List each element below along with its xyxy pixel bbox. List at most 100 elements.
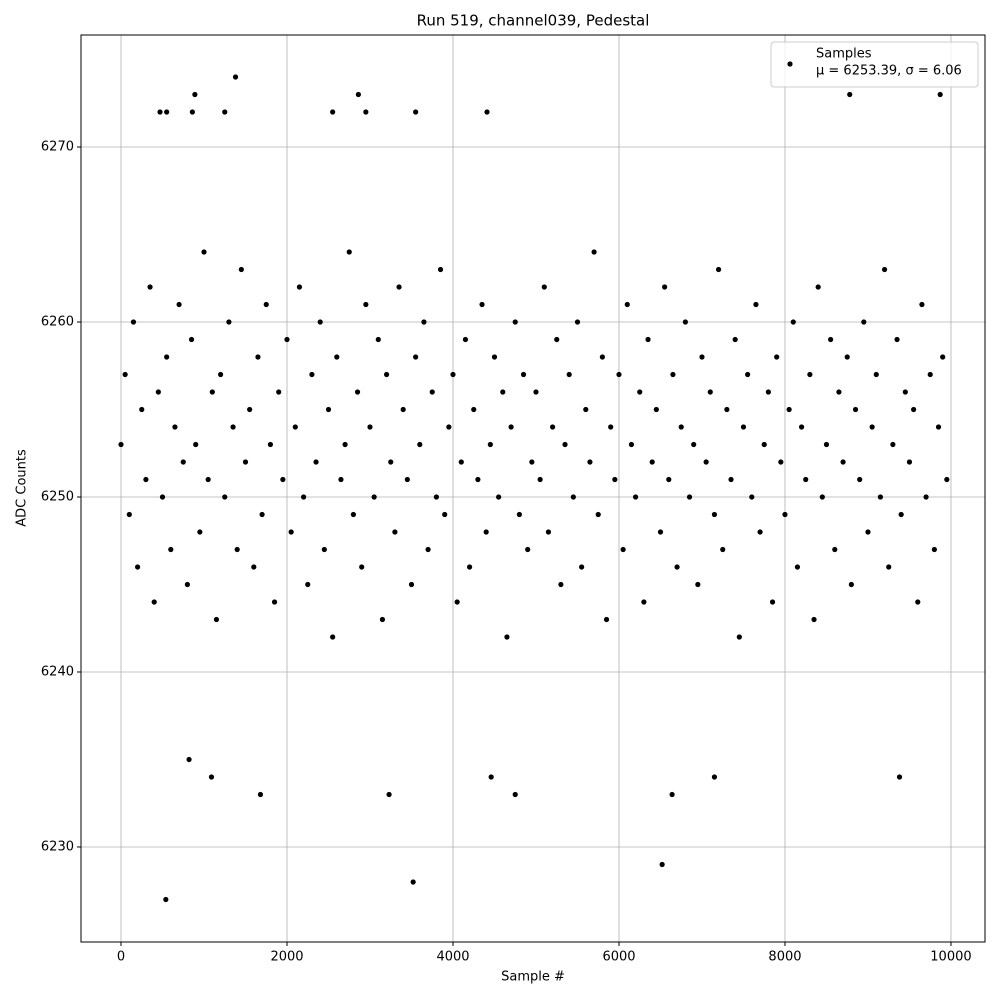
point [284,336,290,343]
point [383,371,390,378]
point [168,546,174,553]
point [599,354,605,360]
point [765,389,771,395]
point [869,424,875,430]
point [126,511,132,518]
point [794,564,801,570]
point [616,371,622,378]
point [213,616,220,623]
point [263,301,269,308]
point [342,441,348,448]
point [720,546,726,553]
point [669,791,675,798]
point [491,354,498,360]
point [164,109,170,115]
point [130,319,137,325]
point [222,109,228,115]
point [691,441,697,448]
point [484,109,490,115]
point [189,109,195,115]
point [711,774,718,780]
legend-label: Samples [816,47,872,62]
point [454,599,460,605]
point [657,529,664,535]
point [749,494,755,500]
point [823,441,830,448]
point [774,354,780,360]
point [937,91,943,98]
point [890,441,896,448]
legend-note: μ = 6253.39, σ = 6.06 [816,64,962,79]
point [350,511,356,518]
point [201,249,207,255]
point [637,389,643,395]
point [877,494,884,500]
point [549,424,556,430]
point [135,564,141,570]
point [386,791,392,798]
point [479,301,485,308]
point [205,476,211,483]
point [271,599,278,605]
point [309,371,315,378]
point [753,301,759,308]
y-tick-label: 6250 [41,489,74,504]
x-tick-label: 4000 [436,950,469,965]
point [388,459,394,465]
point [180,459,186,465]
point [832,546,838,553]
plot-frame [80,34,986,943]
point [483,529,489,535]
point [848,581,854,588]
point [334,354,340,360]
point [894,336,900,343]
point [927,371,933,378]
point [595,511,601,518]
point [446,424,452,430]
point [458,459,464,465]
legend-marker [787,61,793,67]
point [811,616,817,623]
x-tick-label: 6000 [602,950,635,965]
point [632,494,639,500]
point [819,494,825,500]
point [786,406,792,413]
point [740,424,747,430]
point [898,511,904,518]
point [404,476,410,483]
point [247,406,253,413]
point [649,459,655,465]
point [421,319,427,325]
point [255,354,261,360]
point [222,494,228,500]
point [367,424,373,430]
point [186,756,192,763]
point [512,319,518,325]
point [798,424,805,430]
point [251,564,257,570]
point [516,511,522,518]
point [699,354,705,360]
point [172,424,178,430]
point [724,406,730,413]
y-tick-label: 6260 [41,314,74,329]
point [935,424,942,430]
point [466,564,473,570]
point [184,581,191,588]
point [583,406,589,413]
point [208,774,215,780]
point [413,109,419,115]
point [931,546,937,553]
point [317,319,323,325]
point [392,529,398,535]
point [410,879,416,885]
point [790,319,796,325]
point [711,511,718,518]
point [852,406,859,413]
legend: Samples μ = 6253.39, σ = 6.06 [770,41,979,88]
point [176,301,182,308]
point [857,476,863,483]
point [923,494,929,500]
point [847,91,853,98]
